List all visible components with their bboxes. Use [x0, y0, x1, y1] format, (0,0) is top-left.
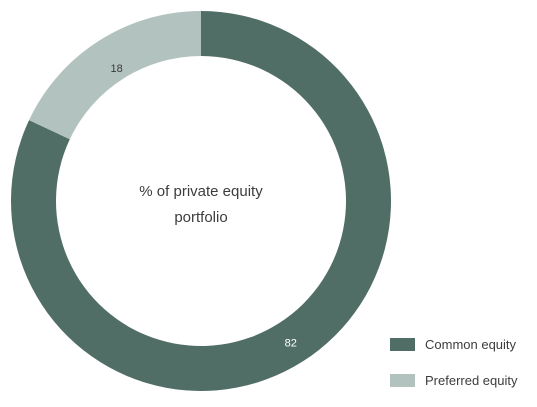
center-label-line-1: % of private equity [139, 183, 263, 200]
legend-swatch-common-equity [390, 337, 415, 351]
legend-item-common-equity: Common equity [390, 335, 518, 353]
legend-item-preferred-equity: Preferred equity [390, 371, 518, 389]
legend-swatch-preferred-equity [390, 373, 415, 387]
legend-label-preferred-equity: Preferred equity [425, 372, 518, 388]
value-label-common-equity: 82 [285, 337, 297, 349]
legend-label-common-equity: Common equity [425, 336, 517, 352]
value-label-preferred-equity: 18 [110, 63, 122, 75]
legend: Common equity Preferred equity [390, 335, 518, 407]
donut-chart: % of private equity portfolio 82 18 [10, 11, 391, 391]
slice-preferred-equity [29, 11, 202, 140]
center-label-line-2: portfolio [174, 209, 227, 226]
